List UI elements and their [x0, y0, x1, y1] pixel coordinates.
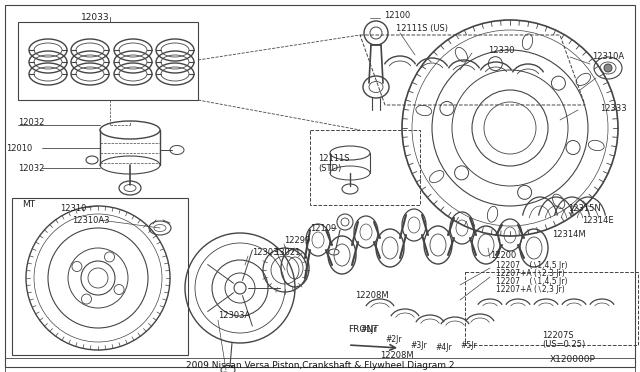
Text: 12111S: 12111S	[318, 154, 349, 163]
Bar	[310, 130, 420, 205]
Circle shape	[604, 64, 612, 72]
Text: 12299: 12299	[284, 235, 310, 244]
Bar	[18, 22, 198, 100]
Text: FRONT: FRONT	[348, 326, 378, 334]
Text: 12111S (US): 12111S (US)	[396, 23, 448, 32]
Text: MT: MT	[22, 199, 35, 208]
Bar	[5, 358, 635, 372]
Text: #5Jr: #5Jr	[460, 340, 477, 350]
Text: 12100: 12100	[384, 10, 410, 19]
Text: 12207    (∖1,4,5 Jr): 12207 (∖1,4,5 Jr)	[496, 260, 568, 269]
Text: 2009 Nissan Versa Piston,Crankshaft & Flywheel Diagram 2: 2009 Nissan Versa Piston,Crankshaft & Fl…	[186, 360, 454, 369]
Text: 12033: 12033	[81, 13, 109, 22]
Text: 12200: 12200	[490, 250, 516, 260]
Text: 12303: 12303	[252, 247, 278, 257]
Bar	[12, 198, 188, 355]
Text: 12208M: 12208M	[380, 350, 413, 359]
Text: 12207S: 12207S	[542, 330, 573, 340]
Text: 12010: 12010	[6, 144, 32, 153]
Text: #3Jr: #3Jr	[410, 341, 427, 350]
Text: 12032: 12032	[18, 164, 44, 173]
Text: X120000P: X120000P	[550, 356, 596, 365]
Text: #1Jr: #1Jr	[360, 326, 376, 334]
Text: 12314M: 12314M	[552, 230, 586, 238]
Text: (STD): (STD)	[318, 164, 341, 173]
Text: 12207+A (∖2,3 Jr): 12207+A (∖2,3 Jr)	[496, 285, 564, 295]
Text: 12310: 12310	[60, 203, 86, 212]
Text: 12333: 12333	[600, 103, 627, 112]
Text: 12315N: 12315N	[568, 203, 601, 212]
Text: 12330: 12330	[488, 45, 515, 55]
Text: 12310A3: 12310A3	[72, 215, 109, 224]
Text: 12208M: 12208M	[355, 291, 388, 299]
Text: 12314E: 12314E	[582, 215, 614, 224]
Text: 12303A: 12303A	[218, 311, 250, 321]
Text: 13021: 13021	[274, 247, 300, 257]
Text: 12310A: 12310A	[592, 51, 624, 61]
Text: 12032: 12032	[18, 118, 44, 126]
Text: (US=0.25): (US=0.25)	[542, 340, 585, 349]
Text: 12207    (∖1,4,5 Jr): 12207 (∖1,4,5 Jr)	[496, 278, 568, 286]
Text: #2Jr: #2Jr	[385, 336, 402, 344]
Text: 12207+A (∖2,3 Jr): 12207+A (∖2,3 Jr)	[496, 269, 564, 279]
Text: 12109: 12109	[310, 224, 336, 232]
Bar	[465, 272, 638, 345]
Text: #4Jr: #4Jr	[435, 343, 452, 353]
